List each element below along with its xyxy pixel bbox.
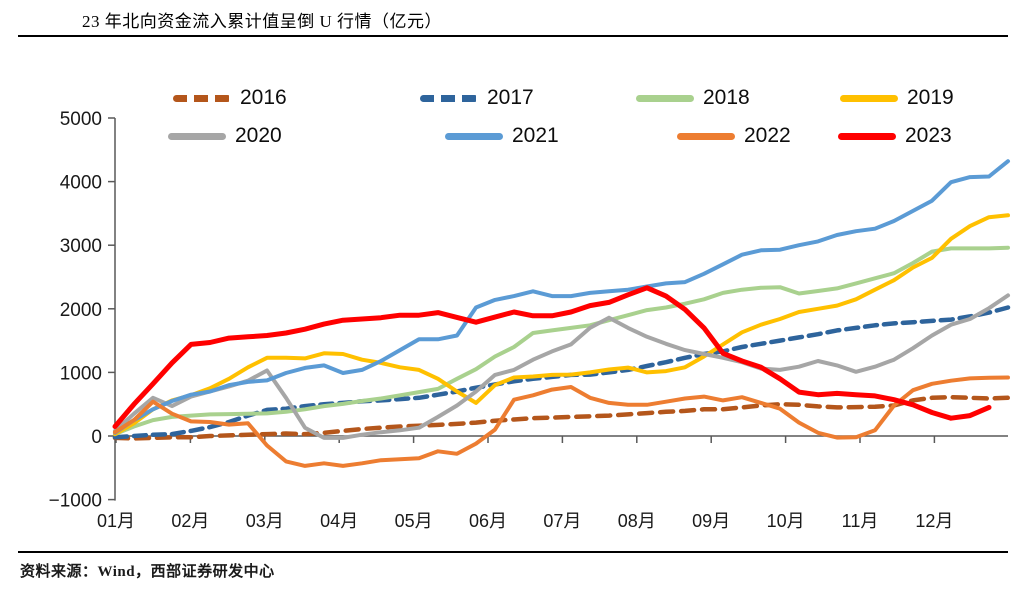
y-axis-label: 0 [91,427,102,448]
legend-label-2017: 2017 [487,86,534,109]
series-line-2023 [112,285,992,429]
x-axis-label: 07月 [543,511,581,531]
series-line-2022 [113,375,1010,468]
legend-swatch-2019 [840,94,898,102]
y-axis-label: 3000 [60,236,102,257]
source-note: 资料来源：Wind，西部证券研发中心 [20,564,275,580]
x-axis-label: 06月 [469,511,507,531]
y-axis-label: 5000 [60,109,102,130]
legend-item-2019: 2019 [840,87,954,109]
legend-item-2023: 2023 [838,125,952,147]
legend-label-2018: 2018 [703,86,750,109]
legend-item-2021: 2021 [445,125,559,147]
x-axis-label: 03月 [246,511,284,531]
legend-swatch-2021 [445,132,503,140]
legend-label-2020: 2020 [235,124,282,147]
series-line-2018 [113,245,1010,437]
x-axis-label: 02月 [171,511,209,531]
x-axis-label: 01月 [97,511,135,531]
legend-swatch-2016 [173,94,231,102]
y-axis-label: 4000 [60,173,102,194]
x-axis-label: 09月 [692,511,730,531]
legend-label-2022: 2022 [744,124,791,147]
legend-item-2022: 2022 [677,125,791,147]
series-line-2020 [113,293,1010,440]
x-axis-label: 12月 [915,511,953,531]
x-axis-label: 08月 [618,511,656,531]
series-line-2016 [112,394,1011,441]
x-axis-label: 11月 [842,511,879,531]
footer-rule [18,551,1008,553]
legend-item-2016: 2016 [173,87,287,109]
series-line-2021 [113,159,1010,435]
chart-title: 23 年北向资金流入累计值呈倒 U 行情（亿元） [82,12,443,31]
legend-label-2021: 2021 [512,124,559,147]
legend-swatch-2017 [420,94,478,102]
legend-item-2020: 2020 [168,125,282,147]
legend-swatch-2022 [677,132,735,140]
y-axis-label: 1000 [60,363,102,384]
x-axis-label: 04月 [320,511,358,531]
legend-swatch-2020 [168,132,226,140]
y-axis-label: −1000 [49,491,102,512]
legend-item-2018: 2018 [636,87,750,109]
legend-label-2016: 2016 [240,86,287,109]
legend-swatch-2023 [838,132,896,140]
series-line-2017 [112,305,1011,440]
legend-swatch-2018 [636,94,694,102]
title-rule [18,35,1008,37]
x-axis-label: 05月 [395,511,433,531]
x-axis-label: 10月 [767,511,805,531]
legend-label-2019: 2019 [907,86,954,109]
legend-item-2017: 2017 [420,87,534,109]
legend-label-2023: 2023 [905,124,952,147]
series-line-2019 [113,213,1010,437]
y-axis-label: 2000 [60,300,102,321]
